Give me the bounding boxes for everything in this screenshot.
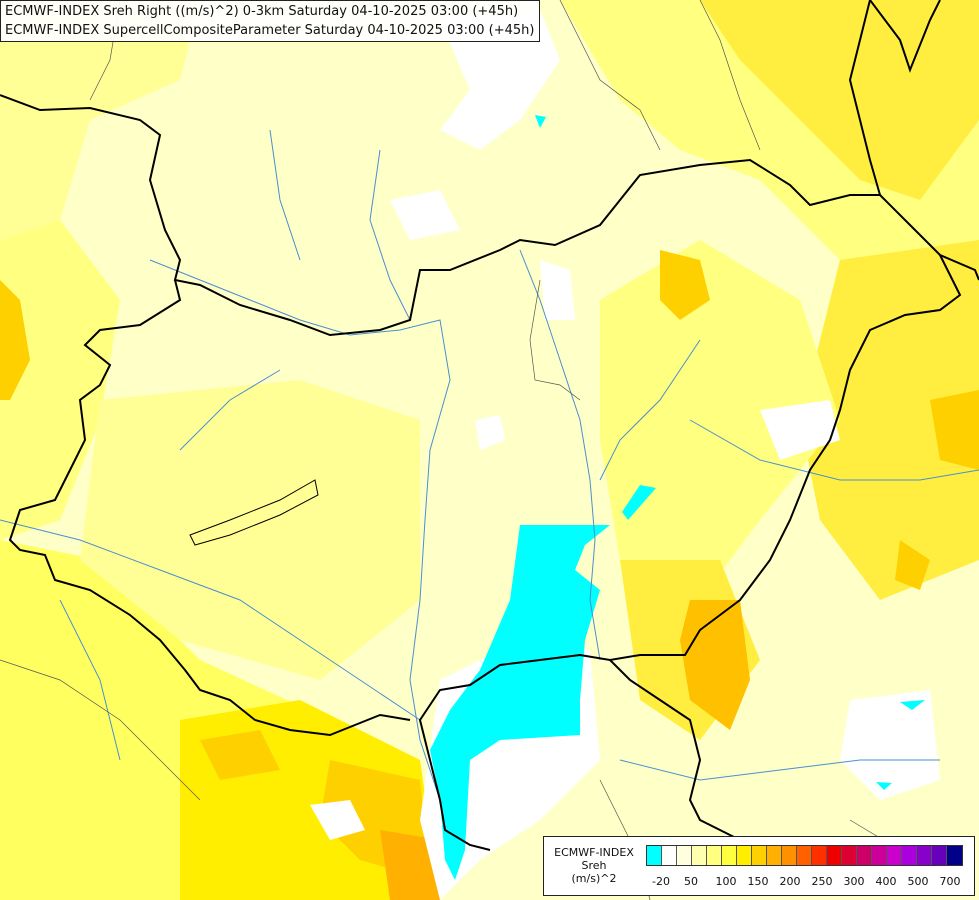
legend-swatch bbox=[872, 846, 887, 865]
map-title-box: ECMWF-INDEX Sreh Right ((m/s)^2) 0-3km S… bbox=[0, 0, 540, 42]
legend-swatch bbox=[812, 846, 827, 865]
legend-swatch bbox=[692, 846, 707, 865]
color-legend: ECMWF-INDEX Sreh (m/s)^2 -20 50 100 150 200 2… bbox=[543, 836, 975, 896]
legend-swatch bbox=[782, 846, 797, 865]
rivers bbox=[0, 129, 979, 801]
legend-tick-label: 700 bbox=[939, 875, 961, 888]
legend-tick-label: 300 bbox=[843, 875, 865, 888]
legend-swatches bbox=[646, 845, 963, 866]
legend-swatch bbox=[737, 846, 752, 865]
legend-swatch bbox=[767, 846, 782, 865]
legend-tick-label: 100 bbox=[715, 875, 737, 888]
legend-tick-label: 50 bbox=[684, 875, 698, 888]
legend-variable: Sreh bbox=[581, 859, 607, 872]
legend-swatch bbox=[797, 846, 812, 865]
legend-tick-label: -20 bbox=[652, 875, 670, 888]
legend-swatch bbox=[887, 846, 902, 865]
lake-outline bbox=[189, 479, 319, 546]
legend-swatch bbox=[722, 846, 737, 865]
legend-tick-label: 500 bbox=[907, 875, 929, 888]
legend-swatch bbox=[947, 846, 962, 865]
legend-label: ECMWF-INDEX Sreh (m/s)^2 bbox=[546, 846, 642, 885]
legend-source: ECMWF-INDEX bbox=[554, 846, 634, 859]
legend-swatch bbox=[662, 846, 677, 865]
legend-swatch bbox=[707, 846, 722, 865]
legend-tick-label: 200 bbox=[779, 875, 801, 888]
legend-unit: (m/s)^2 bbox=[571, 872, 617, 885]
country-borders bbox=[0, 0, 979, 851]
legend-swatch bbox=[647, 846, 662, 865]
title-line-2: ECMWF-INDEX SupercellCompositeParameter … bbox=[5, 23, 535, 38]
legend-swatch bbox=[842, 846, 857, 865]
legend-swatch bbox=[752, 846, 767, 865]
legend-tick-label: 250 bbox=[811, 875, 833, 888]
legend-swatch bbox=[677, 846, 692, 865]
legend-tick-label: 400 bbox=[875, 875, 897, 888]
legend-swatch bbox=[857, 846, 872, 865]
legend-swatch bbox=[917, 846, 932, 865]
legend-tick-label: 150 bbox=[747, 875, 769, 888]
legend-swatch bbox=[902, 846, 917, 865]
legend-swatch bbox=[827, 846, 842, 865]
legend-ticks: -20 50 100 150 200 250 300 400 500 700 bbox=[646, 875, 968, 889]
legend-swatch bbox=[932, 846, 947, 865]
title-line-1: ECMWF-INDEX Sreh Right ((m/s)^2) 0-3km S… bbox=[5, 4, 519, 19]
